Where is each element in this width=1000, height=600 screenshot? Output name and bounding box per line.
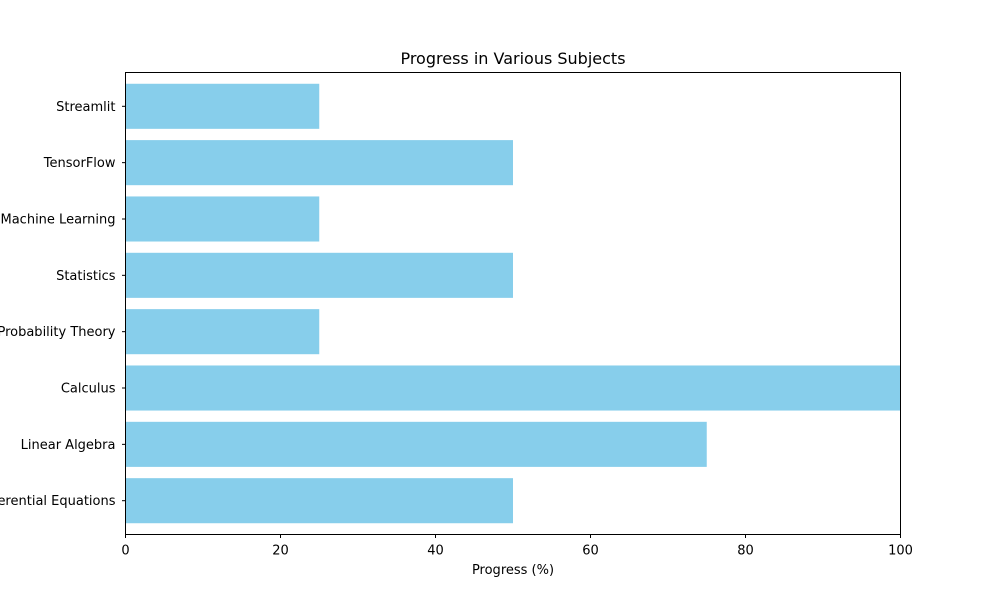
x-tick-label: 40 (427, 544, 444, 559)
y-tick-label: Probability Theory (0, 325, 116, 340)
x-tick-label: 100 (888, 544, 913, 559)
bar-probability-theory (125, 309, 320, 355)
x-axis-label: Progress (%) (472, 563, 554, 578)
bar-tensorflow (125, 140, 513, 186)
y-tick-label: Differential Equations (0, 494, 116, 509)
bar-calculus (125, 365, 901, 411)
bar-streamlit (125, 83, 320, 129)
plot-area-frame (125, 72, 901, 535)
y-tick-label: TensorFlow (43, 156, 116, 171)
y-tick-label: Calculus (61, 382, 116, 397)
y-tick-label: Linear Algebra (21, 438, 116, 453)
x-tick-label: 80 (737, 544, 754, 559)
bar-statistics (125, 252, 513, 298)
x-tick-label: 60 (582, 544, 599, 559)
bars-group (125, 83, 901, 524)
y-axis-ticks: Differential Equations Linear Algebra Calc… (0, 100, 126, 509)
x-tick-label: 20 (272, 544, 289, 559)
x-tick-label: 0 (121, 544, 129, 559)
y-tick-label: Machine Learning (1, 212, 116, 227)
x-axis-ticks: 0 20 40 60 80 100 (121, 534, 913, 559)
chart-title: Progress in Various Subjects (400, 49, 625, 68)
bar-machine-learning (125, 196, 320, 242)
bar-differential-equations (125, 478, 513, 524)
bar-linear-algebra (125, 421, 707, 467)
y-tick-label: Statistics (56, 269, 116, 284)
y-tick-label: Streamlit (56, 100, 115, 115)
